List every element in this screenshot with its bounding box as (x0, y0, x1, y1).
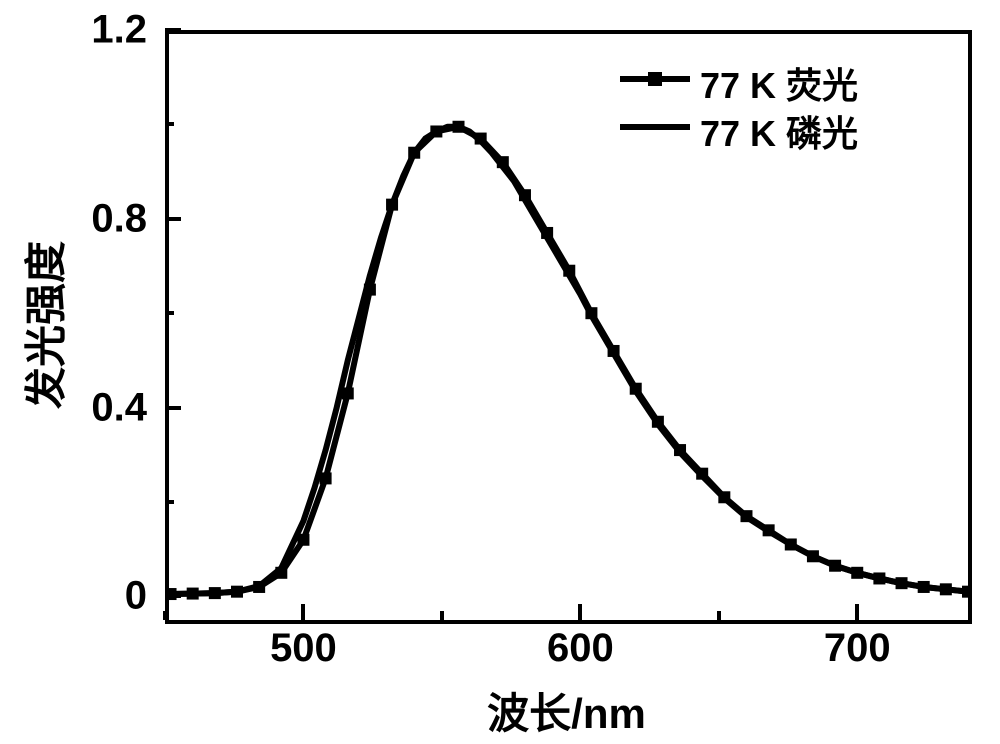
x-tick (301, 604, 305, 620)
y-tick (165, 28, 181, 32)
axis-border (165, 620, 972, 624)
y-tick-label: 1.2 (91, 8, 147, 53)
figure: 500 600 700 0 0.4 0.8 1.2 波长/nm 发光强度 77 K 荧光77 K… (0, 0, 1000, 744)
x-tick (855, 604, 859, 620)
axis-border (165, 30, 169, 624)
y-tick (165, 500, 174, 504)
legend-item-label: 77 K 荧光 (700, 57, 858, 109)
y-tick (165, 311, 174, 315)
x-tick (163, 611, 167, 620)
y-tick-label: 0.4 (91, 385, 147, 430)
y-tick (165, 122, 174, 126)
x-tick-label: 600 (547, 626, 614, 671)
legend-item-label: 77 K 磷光 (700, 105, 858, 157)
y-tick-label: 0 (125, 574, 147, 619)
series-line-phosphorescence_77K (171, 127, 968, 594)
y-tick (165, 594, 181, 598)
axis-border (165, 30, 972, 34)
axis-border (968, 30, 972, 624)
x-tick-label: 500 (270, 626, 337, 671)
x-tick-label: 700 (824, 626, 891, 671)
y-axis-label: 发光强度 (13, 241, 74, 409)
x-axis-label: 波长/nm (487, 680, 646, 741)
series-line-fluorescence_77K (171, 127, 968, 594)
x-tick (717, 611, 721, 620)
x-tick (440, 611, 444, 620)
y-tick (165, 406, 181, 410)
legend-swatch-marker (648, 72, 662, 86)
x-tick (578, 604, 582, 620)
y-tick (165, 217, 181, 221)
y-tick-label: 0.8 (91, 196, 147, 241)
